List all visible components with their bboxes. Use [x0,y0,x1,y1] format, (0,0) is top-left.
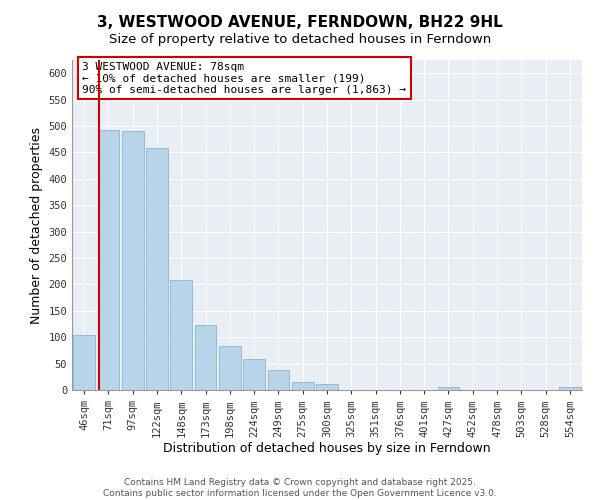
Bar [170,280,192,390]
Bar [146,148,168,390]
Bar [292,382,314,390]
Bar [243,360,265,390]
Text: Size of property relative to detached houses in Ferndown: Size of property relative to detached ho… [109,32,491,46]
Text: 3, WESTWOOD AVENUE, FERNDOWN, BH22 9HL: 3, WESTWOOD AVENUE, FERNDOWN, BH22 9HL [97,15,503,30]
Bar [122,132,143,390]
Text: 3 WESTWOOD AVENUE: 78sqm
← 10% of detached houses are smaller (199)
90% of semi-: 3 WESTWOOD AVENUE: 78sqm ← 10% of detach… [82,62,406,95]
Text: Contains HM Land Registry data © Crown copyright and database right 2025.
Contai: Contains HM Land Registry data © Crown c… [103,478,497,498]
Bar [219,346,241,390]
Bar [73,334,95,390]
Bar [194,325,217,390]
Bar [437,388,460,390]
Bar [268,370,289,390]
X-axis label: Distribution of detached houses by size in Ferndown: Distribution of detached houses by size … [163,442,491,455]
Bar [559,388,581,390]
Bar [97,130,119,390]
Y-axis label: Number of detached properties: Number of detached properties [30,126,43,324]
Bar [316,384,338,390]
